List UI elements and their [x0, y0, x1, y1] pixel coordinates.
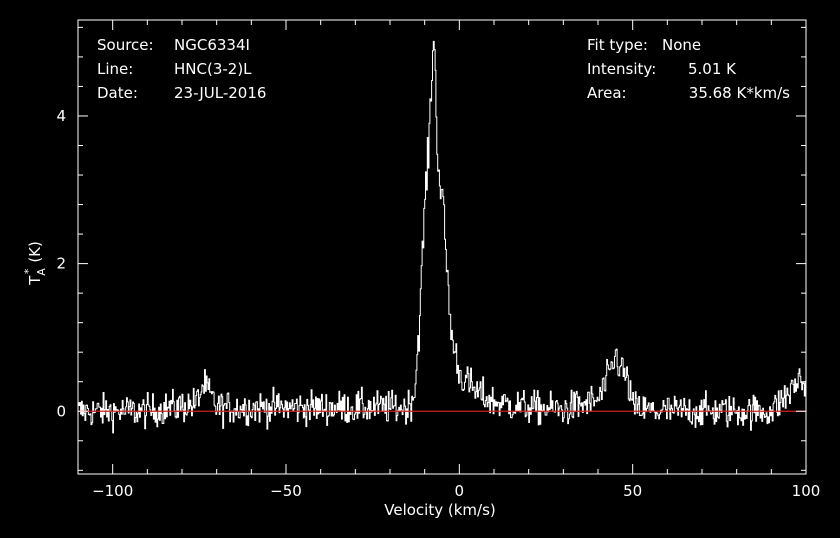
source-label: Source:	[97, 36, 154, 54]
area-value: 35.68 K*km/s	[689, 84, 790, 102]
x-tick-label: −100	[92, 482, 133, 500]
date-value: 23-JUL-2016	[174, 84, 266, 102]
date-label: Date:	[97, 84, 138, 102]
x-tick-label: −50	[270, 482, 302, 500]
fit-type-label: Fit type:	[587, 36, 648, 54]
intensity-label: Intensity:	[587, 60, 656, 78]
y-axis-title-symbol: T	[26, 275, 44, 286]
y-tick-label: 0	[56, 402, 66, 420]
plot-frame	[77, 19, 807, 475]
source-value: NGC6334I	[174, 36, 250, 54]
y-tick-label: 4	[56, 107, 66, 125]
y-tick-label: 2	[56, 255, 66, 273]
intensity-value: 5.01 K	[688, 60, 737, 78]
line-label: Line:	[97, 60, 133, 78]
svg-text:TA*(K): TA* (K)	[22, 241, 48, 286]
y-axis-title-sup: *	[22, 268, 35, 274]
x-tick-label: 100	[792, 482, 821, 500]
y-axis-title-sub: A	[35, 268, 48, 276]
x-axis-title: Velocity (km/s)	[384, 501, 495, 519]
y-axis-title: TA* (K)	[22, 241, 48, 286]
y-axis-title-unit: (K)	[26, 241, 44, 263]
x-tick-label: 0	[455, 482, 465, 500]
fit-type-value: None	[662, 36, 701, 54]
spectrum-line	[78, 40, 807, 434]
line-value: HNC(3-2)L	[174, 60, 252, 78]
area-label: Area:	[587, 84, 627, 102]
x-tick-label: 50	[623, 482, 642, 500]
